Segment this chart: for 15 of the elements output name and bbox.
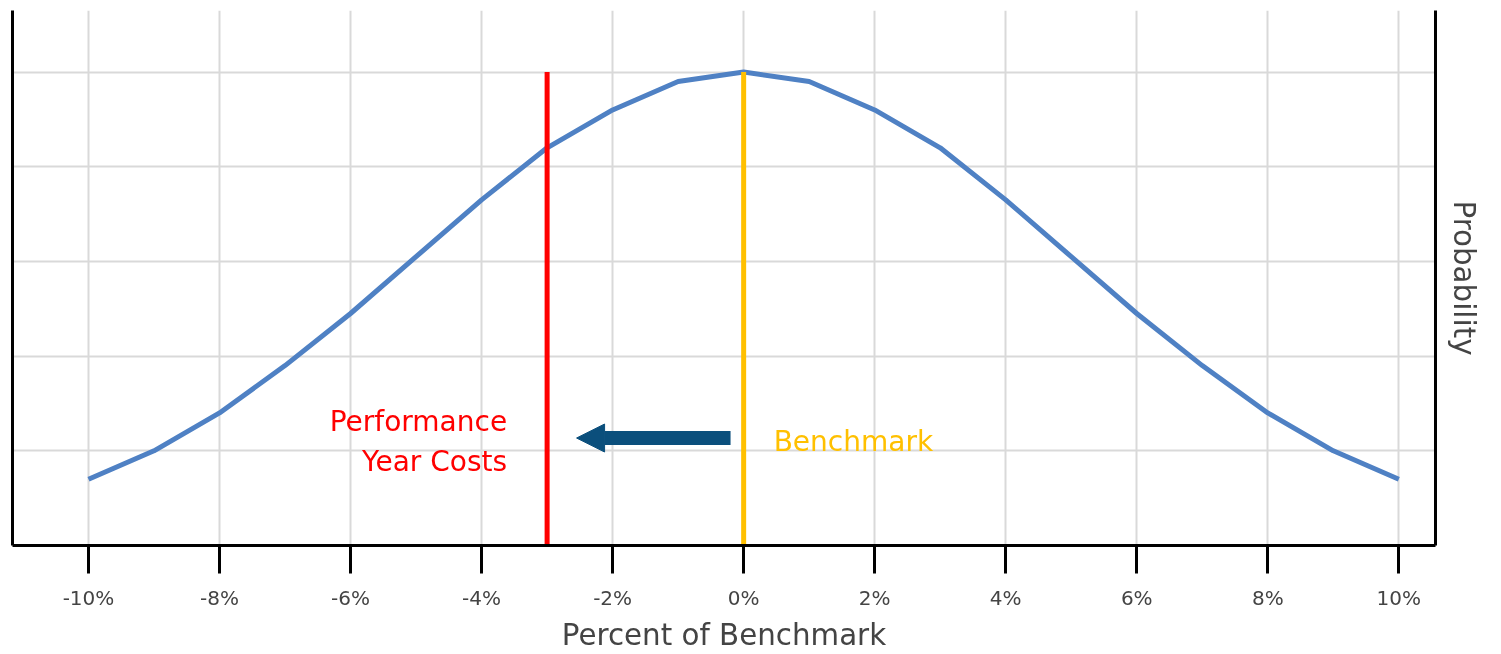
y-axis-title: Probability (1446, 200, 1481, 356)
x-tick-label: -10% (62, 585, 115, 610)
ref-line-label: Performance Year Costs (329, 405, 508, 478)
x-tick-label: 8% (1251, 585, 1284, 610)
x-tick-label: -6% (331, 585, 371, 610)
x-axis-title: Percent of Benchmark (561, 617, 887, 652)
x-tick-label: 4% (989, 585, 1022, 610)
x-tick-label: -4% (462, 585, 502, 610)
x-tick-label: 2% (858, 585, 891, 610)
x-tick-label: -2% (593, 585, 633, 610)
x-tick-label: 0% (727, 585, 760, 610)
x-tick-label: 10% (1376, 585, 1422, 610)
x-tick-label: 6% (1120, 585, 1153, 610)
ref-line-label: Benchmark (773, 424, 934, 458)
x-tick-label: -8% (200, 585, 240, 610)
